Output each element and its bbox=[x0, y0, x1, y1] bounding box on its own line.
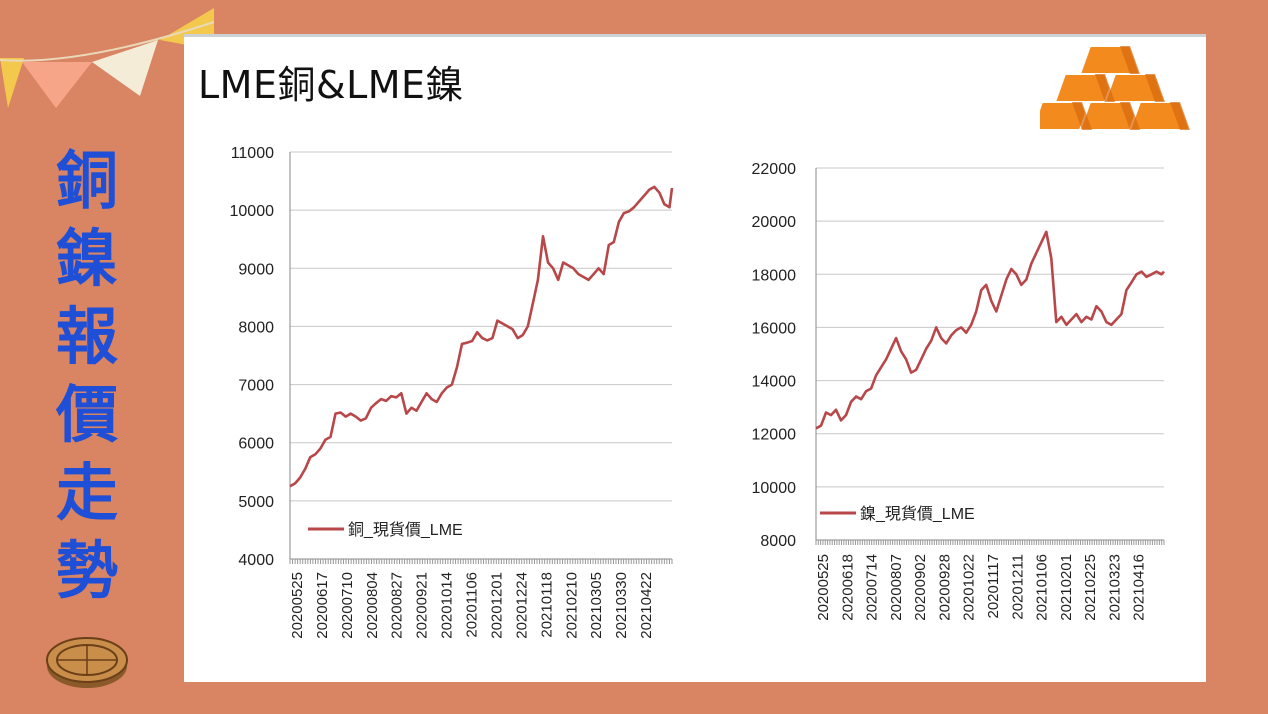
y-tick-label: 10000 bbox=[752, 480, 797, 497]
x-tick-label: 20201106 bbox=[464, 572, 481, 638]
series-line bbox=[289, 185, 674, 488]
x-tick-label: 20201117 bbox=[985, 554, 1002, 619]
nickel-chart: 8000 10000 12000 14000 16000 18000 20000 22000 2… bbox=[752, 161, 1165, 621]
legend-label: 鎳_現貨價_LME bbox=[860, 505, 975, 523]
y-tick-label: 22000 bbox=[752, 161, 797, 178]
slide-panel: LME銅&LME鎳 4000 5000 6000 7000 8000 9000 10000 1… bbox=[184, 34, 1206, 682]
y-tick-label: 16000 bbox=[752, 320, 797, 337]
x-tick-label: 20201224 bbox=[513, 572, 530, 639]
y-tick-label: 9000 bbox=[238, 261, 274, 278]
panel-top-divider bbox=[184, 34, 1206, 37]
y-tick-label: 5000 bbox=[238, 494, 274, 511]
x-tick-label: 20210201 bbox=[1058, 554, 1075, 621]
x-tick-label: 20201201 bbox=[488, 572, 505, 639]
x-tick-label: 20200921 bbox=[414, 572, 431, 639]
y-tick-label: 18000 bbox=[752, 267, 797, 284]
y-tick-label: 6000 bbox=[238, 436, 274, 453]
x-tick-label: 20200902 bbox=[912, 554, 929, 621]
x-tick-label: 20210323 bbox=[1106, 554, 1123, 621]
y-tick-label: 14000 bbox=[752, 374, 797, 391]
y-tick-label: 8000 bbox=[238, 319, 274, 336]
coin-icon bbox=[46, 637, 128, 688]
x-tick-label: 20210210 bbox=[563, 572, 580, 639]
x-tick-label: 20210118 bbox=[538, 572, 555, 638]
x-tick-label: 20200804 bbox=[364, 572, 381, 639]
x-tick-label: 20210422 bbox=[638, 572, 655, 639]
x-tick-label: 20200807 bbox=[888, 554, 905, 621]
x-tick-label: 20210305 bbox=[588, 572, 605, 639]
y-tick-label: 8000 bbox=[760, 533, 796, 550]
y-tick-label: 12000 bbox=[752, 427, 797, 444]
x-tick-label: 20201014 bbox=[439, 572, 456, 639]
sidebar-title: 銅鎳報價走勢 bbox=[55, 144, 118, 607]
x-tick-label: 20210416 bbox=[1131, 554, 1148, 621]
x-tick-label: 20200714 bbox=[864, 554, 881, 621]
x-tick-label: 20200710 bbox=[339, 572, 356, 639]
y-tick-label: 11000 bbox=[231, 145, 274, 162]
y-tick-label: 10000 bbox=[230, 203, 275, 220]
x-tick-label: 20201022 bbox=[961, 554, 978, 621]
x-tick-label: 20200525 bbox=[815, 554, 832, 621]
x-tick-label: 20201211 bbox=[1009, 554, 1026, 620]
copper-chart: 4000 5000 6000 7000 8000 9000 10000 11000 202005… bbox=[230, 145, 674, 639]
x-tick-label: 20210330 bbox=[613, 572, 630, 639]
x-tick-label: 20200618 bbox=[839, 554, 856, 621]
slide-title: LME銅&LME鎳 bbox=[198, 63, 465, 107]
x-tick-label: 20200928 bbox=[936, 554, 953, 621]
y-tick-label: 4000 bbox=[238, 552, 274, 569]
x-tick-label: 20200827 bbox=[389, 572, 406, 639]
x-tick-label: 20210225 bbox=[1082, 554, 1099, 621]
y-tick-label: 7000 bbox=[238, 378, 274, 395]
legend-label: 銅_現貨價_LME bbox=[348, 521, 463, 539]
series-line bbox=[815, 230, 1165, 430]
x-tick-label: 20210106 bbox=[1034, 554, 1051, 621]
x-tick-label: 20200525 bbox=[289, 572, 306, 639]
gold-bars-icon bbox=[1040, 45, 1190, 130]
y-tick-label: 20000 bbox=[752, 214, 797, 231]
x-tick-label: 20200617 bbox=[314, 572, 331, 639]
